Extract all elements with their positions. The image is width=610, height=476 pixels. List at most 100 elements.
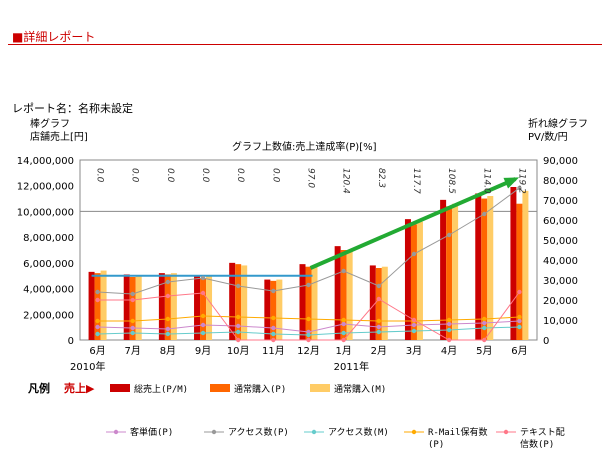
bar-2 (311, 265, 318, 340)
y-tick-label: 2,000,000 (23, 310, 74, 321)
bar-2 (452, 203, 459, 340)
legend-label: 通常購入(M) (334, 383, 386, 395)
bar-0 (475, 193, 482, 340)
line-point-2 (411, 328, 417, 334)
bar-1 (235, 264, 242, 340)
x-tick-label: 11月 (262, 345, 285, 357)
y2-tick-label: 10,000 (543, 316, 578, 327)
bar-1 (270, 280, 277, 340)
line-point-4 (341, 337, 346, 343)
line-point-3 (200, 313, 206, 319)
bar-1 (481, 198, 488, 340)
line-point-4 (482, 337, 487, 343)
line-point-3 (130, 318, 135, 324)
line-point-1 (446, 232, 452, 238)
bar-2 (522, 190, 529, 340)
line-point-0 (411, 322, 417, 328)
bar-2 (241, 265, 248, 340)
line-point-1 (411, 251, 417, 257)
line-point-0 (165, 326, 171, 332)
x-tick-label: 1月 (335, 345, 351, 357)
legend-label: 総売上(P/M) (134, 383, 188, 395)
bar-1 (164, 274, 171, 340)
x-tick-label: 7月 (125, 345, 141, 357)
y2-tick-label: 40,000 (543, 256, 578, 267)
line-point-0 (95, 324, 100, 330)
bar-0 (158, 273, 165, 340)
x-tick-label: 3月 (406, 345, 422, 357)
x-tick-label: 10月 (227, 345, 250, 357)
line-point-4 (411, 317, 417, 323)
line-point-4 (200, 290, 206, 296)
y2-tick-label: 90,000 (543, 156, 578, 167)
line-point-2 (271, 331, 276, 337)
line-point-4 (376, 296, 382, 302)
achievement-rate-label: 0.0 (235, 168, 245, 183)
line-point-3 (376, 318, 382, 324)
line-point-4 (271, 337, 276, 343)
y-tick-label: 4,000,000 (23, 285, 74, 296)
line-point-0 (341, 321, 346, 327)
line-point-2 (95, 331, 100, 337)
x-tick-label: 6月 (89, 345, 105, 357)
legend-swatch (310, 384, 330, 392)
line-point-2 (482, 325, 487, 331)
line-point-1 (271, 288, 276, 294)
achievement-rate-label: 119.2 (516, 168, 526, 194)
page-title: ■詳細レポート (12, 30, 96, 44)
bar-1 (340, 250, 347, 340)
legend-marker (211, 429, 217, 435)
legend-marker (503, 429, 509, 435)
line-point-4 (517, 289, 522, 295)
legend-label: テキスト配 (520, 427, 565, 438)
line-point-1 (235, 283, 241, 289)
chart-caption: グラフ上数値:売上達成率(P)[%] (232, 142, 377, 153)
line-point-1 (200, 275, 206, 281)
achievement-rate-label: 82.3 (376, 168, 386, 188)
year-label: 2010年 (70, 360, 105, 373)
line-point-3 (271, 315, 276, 321)
line-point-2 (130, 330, 135, 336)
y2-tick-label: 0 (543, 336, 549, 347)
line-point-4 (130, 297, 135, 303)
y2-tick-label: 70,000 (543, 196, 578, 207)
line-point-4 (95, 297, 100, 303)
line-point-1 (376, 283, 382, 289)
line-point-2 (376, 329, 382, 335)
x-tick-label: 9月 (195, 345, 211, 357)
y-tick-label: 14,000,000 (17, 156, 74, 167)
line-point-0 (482, 320, 487, 326)
y-tick-label: 10,000,000 (17, 207, 74, 218)
line-point-1 (517, 185, 522, 191)
bar-0 (229, 262, 236, 340)
line-point-3 (95, 318, 100, 324)
line-point-1 (165, 279, 171, 285)
line-point-0 (200, 322, 206, 328)
line-point-2 (306, 332, 311, 338)
legend-label: R-Mail保有数 (428, 426, 488, 438)
year-label: 2011年 (334, 360, 369, 373)
line-point-4 (165, 293, 171, 299)
bar-1 (200, 278, 207, 340)
line-point-0 (235, 323, 241, 329)
title-underline (8, 44, 602, 45)
line-point-0 (446, 321, 452, 327)
legend-swatch (210, 384, 230, 392)
line-point-3 (446, 317, 452, 323)
bar-0 (194, 275, 201, 340)
legend-marker (311, 429, 317, 435)
legend-label: アクセス数(P) (228, 426, 289, 438)
right-axis-title-1: 折れ線グラフ (528, 119, 588, 130)
bar-1 (516, 203, 523, 340)
line-point-1 (95, 289, 100, 295)
bar-1 (446, 206, 453, 340)
line-point-3 (165, 316, 171, 322)
line-point-3 (306, 316, 311, 322)
line-point-3 (482, 316, 487, 322)
report-name: レポート名：名称未設定 (12, 102, 133, 115)
line-point-1 (130, 291, 135, 297)
left-axis-title-1: 棒グラフ (30, 119, 70, 130)
line-point-2 (165, 331, 171, 337)
trend-arrow (309, 177, 517, 270)
bar-1 (375, 268, 382, 340)
